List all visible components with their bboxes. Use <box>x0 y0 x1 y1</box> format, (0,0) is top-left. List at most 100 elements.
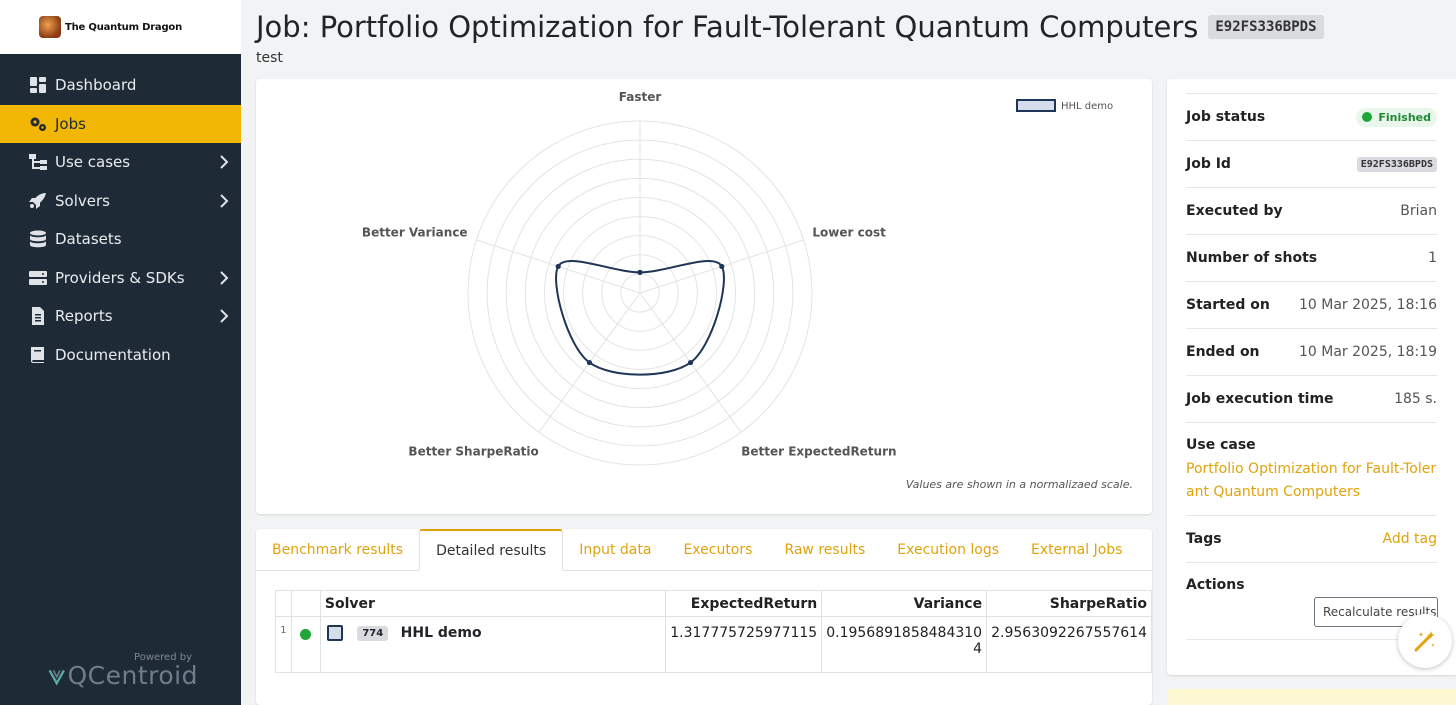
sidebar-item-providers[interactable]: Providers & SDKs <box>0 259 241 298</box>
solver-header[interactable]: Solver <box>319 590 667 617</box>
exec-time-label: Job execution time <box>1186 391 1334 407</box>
executed-by-row: Executed by Brian <box>1186 188 1437 235</box>
sidebar-item-datasets[interactable]: Datasets <box>0 220 241 259</box>
page-header: Job: Portfolio Optimization for Fault-To… <box>256 10 1324 66</box>
sidebar-item-label: Documentation <box>55 345 171 364</box>
job-id-value: E92FS336BPDS <box>1356 156 1437 172</box>
status-header <box>290 590 321 617</box>
results-card: Benchmark results Detailed results Input… <box>256 529 1152 705</box>
dashboard-icon <box>27 76 49 94</box>
radar-data-point <box>586 359 593 366</box>
ended-on-value: 10 Mar 2025, 18:19 <box>1298 344 1437 360</box>
solver-id-badge: 774 <box>357 625 389 641</box>
shots-value: 1 <box>1428 250 1437 266</box>
tab-input-data[interactable]: Input data <box>579 541 652 558</box>
expected-return-header[interactable]: ExpectedReturn <box>665 590 823 617</box>
legend-swatch <box>1016 99 1056 112</box>
status-dot <box>300 629 312 640</box>
job-id-row: Job Id E92FS336BPDS <box>1186 141 1437 188</box>
chevron-right-icon <box>219 193 229 209</box>
table-header-row: Solver ExpectedReturn Variance SharpeRat… <box>275 590 1152 617</box>
actions-row: Actions <box>1186 563 1437 640</box>
gears-icon <box>27 115 49 133</box>
job-id-badge: E92FS336BPDS <box>1208 15 1324 39</box>
actions-label: Actions <box>1186 577 1245 593</box>
use-case-link[interactable]: Portfolio Optimization for Fault-Toleran… <box>1186 461 1437 500</box>
shots-row: Number of shots 1 <box>1186 235 1437 282</box>
variance-header[interactable]: Variance <box>821 590 988 617</box>
tab-benchmark-results[interactable]: Benchmark results <box>272 541 404 558</box>
radar-data-point <box>687 359 694 366</box>
vendor-name: QCentroid <box>67 661 198 690</box>
radar-chart: Faster Lower cost Better ExpectedReturn Bet… <box>362 90 1113 466</box>
row-index: 1 <box>275 616 292 673</box>
radar-axis-label: Faster <box>619 90 662 104</box>
index-header <box>275 590 292 617</box>
magic-wand-button[interactable] <box>1398 614 1452 668</box>
sharpe-ratio-header[interactable]: SharpeRatio <box>986 590 1152 617</box>
add-tag-link[interactable]: Add tag <box>1382 531 1437 547</box>
radar-chart-card: Faster Lower cost Better ExpectedReturn Bet… <box>256 79 1152 514</box>
shots-label: Number of shots <box>1186 250 1318 266</box>
rocket-icon <box>27 192 49 210</box>
job-id-label: Job Id <box>1186 156 1231 172</box>
results-table: Solver ExpectedReturn Variance SharpeRat… <box>275 590 1152 673</box>
ended-on-label: Ended on <box>1186 344 1260 360</box>
radar-axis-label: Better ExpectedReturn <box>741 445 896 459</box>
variance-value-line2: 4 <box>973 641 983 657</box>
sidebar-item-label: Providers & SDKs <box>55 268 185 287</box>
solver-name[interactable]: HHL demo <box>400 625 482 641</box>
sidebar: The Quantum Dragon Dashboard Jobs Use ca… <box>0 0 241 705</box>
series-color-swatch[interactable] <box>326 625 343 641</box>
variance-value-line1: 0.1956891858484310 <box>826 625 983 641</box>
tab-external-jobs[interactable]: External Jobs <box>1031 541 1123 558</box>
tab-execution-logs[interactable]: Execution logs <box>897 541 1000 558</box>
brand-name: The Quantum Dragon <box>65 21 183 33</box>
book-icon <box>27 346 49 364</box>
radar-data-point <box>719 263 725 270</box>
server-icon <box>27 269 49 287</box>
exec-time-row: Job execution time 185 s. <box>1186 376 1437 423</box>
magic-wand-icon <box>1414 631 1435 652</box>
expected-return-cell: 1.317775725977115 <box>665 616 823 673</box>
vendor-logo: QCentroid <box>48 661 198 690</box>
tab-executors[interactable]: Executors <box>683 541 753 558</box>
started-on-label: Started on <box>1186 297 1270 313</box>
exec-time-value: 185 s. <box>1394 391 1437 407</box>
chevron-right-icon <box>219 270 229 286</box>
started-on-value: 10 Mar 2025, 18:16 <box>1298 297 1437 313</box>
started-on-row: Started on 10 Mar 2025, 18:16 <box>1186 282 1437 329</box>
brand-logo <box>39 16 61 38</box>
radar-axis-label: Lower cost <box>812 225 886 239</box>
page-title: Job: Portfolio Optimization for Fault-To… <box>256 10 1199 44</box>
chevron-right-icon <box>219 308 229 324</box>
sidebar-item-reports[interactable]: Reports <box>0 297 241 336</box>
sidebar-item-use-cases[interactable]: Use cases <box>0 143 241 182</box>
powered-by-label: Powered by <box>134 652 192 663</box>
results-tabs: Benchmark results Detailed results Input… <box>256 529 1152 571</box>
vendor-logo-icon <box>48 669 65 686</box>
job-status-row: Job status Finished <box>1186 93 1437 141</box>
sidebar-item-solvers[interactable]: Solvers <box>0 182 241 221</box>
use-case-row: Use case <box>1186 423 1437 516</box>
radar-data-point <box>637 269 643 275</box>
radar-axis-label: Better Variance <box>362 225 468 239</box>
tab-raw-results[interactable]: Raw results <box>784 541 866 558</box>
table-row[interactable]: 1 774 HHL demo 1.317775725977115 0.19568… <box>275 616 1152 673</box>
legend-label: HHL demo <box>1061 101 1113 112</box>
status-text: Finished <box>1378 110 1431 124</box>
row-status-cell <box>290 616 321 673</box>
chevron-right-icon <box>219 154 229 170</box>
sidebar-item-documentation[interactable]: Documentation <box>0 336 241 375</box>
ended-on-row: Ended on 10 Mar 2025, 18:19 <box>1186 329 1437 376</box>
notice-strip <box>1167 689 1456 705</box>
status-dot <box>1362 112 1373 122</box>
tab-detailed-results[interactable]: Detailed results <box>419 529 564 571</box>
sidebar-item-jobs[interactable]: Jobs <box>0 104 241 143</box>
sidebar-item-label: Dashboard <box>55 76 137 95</box>
brand[interactable]: The Quantum Dragon <box>0 0 241 54</box>
sidebar-item-dashboard[interactable]: Dashboard <box>0 66 241 105</box>
job-status-label: Job status <box>1186 109 1266 125</box>
sidebar-item-label: Datasets <box>55 230 122 249</box>
page-subtitle: test <box>256 50 283 66</box>
